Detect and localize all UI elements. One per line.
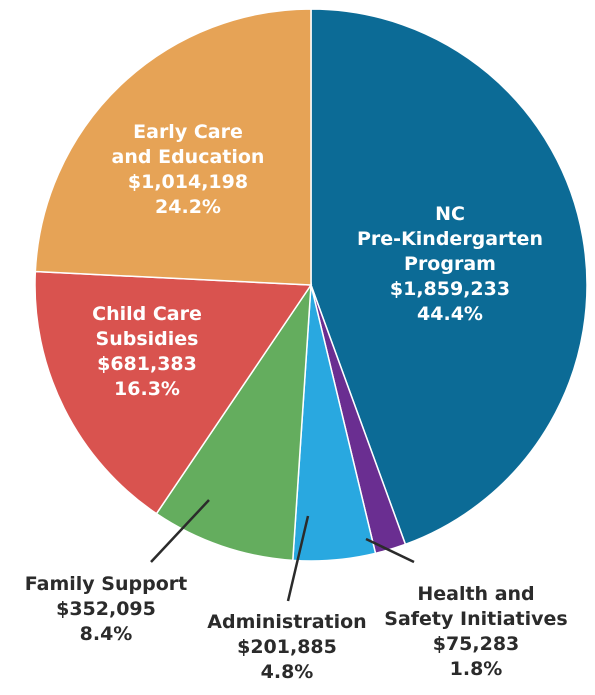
leader-line [365, 537, 415, 564]
pie-slice [310, 8, 588, 546]
pie-slice [34, 8, 312, 286]
slice-label: NC Pre-Kindergarten Program $1,859,233 44.4% [357, 203, 543, 325]
slice-label-text: Administration [207, 611, 366, 633]
leader-line [150, 499, 210, 563]
slice-label-text: Program [404, 253, 496, 275]
leader-line [286, 515, 310, 602]
slice-amount: $201,885 [237, 636, 337, 658]
slice-amount: $681,383 [97, 353, 197, 375]
slice-label: Administration $201,885 4.8% [207, 611, 366, 683]
slice-label-text: Health and [417, 583, 534, 605]
slice-label-text: Pre-Kindergarten [357, 228, 543, 250]
slice-percent: 44.4% [417, 303, 483, 325]
slice-percent: 4.8% [261, 661, 314, 683]
slice-percent: 1.8% [450, 658, 503, 680]
slice-label-text: Child Care [92, 303, 202, 325]
slice-amount: $352,095 [56, 598, 156, 620]
slice-label-text: Subsidies [96, 328, 199, 350]
slice-amount: $75,283 [433, 633, 520, 655]
slice-percent: 8.4% [80, 623, 133, 645]
slice-label: Family Support $352,095 8.4% [25, 573, 187, 645]
slice-label: Health and Safety Initiatives $75,283 1.8% [384, 583, 567, 680]
slice-percent: 24.2% [155, 196, 221, 218]
pie-slice [155, 282, 312, 562]
slice-label: Early Care and Education $1,014,198 24.2% [112, 121, 265, 218]
slice-label-text: NC [435, 203, 465, 225]
slice-label-text: Safety Initiatives [384, 608, 567, 630]
slice-label: Child Care Subsidies $681,383 16.3% [92, 303, 202, 400]
slice-percent: 16.3% [114, 378, 180, 400]
slice-amount: $1,859,233 [390, 278, 510, 300]
slice-label-text: Family Support [25, 573, 187, 595]
slice-label-text: and Education [112, 146, 265, 168]
slice-label-text: Early Care [133, 121, 243, 143]
slice-amount: $1,014,198 [128, 171, 248, 193]
pie-slice [34, 270, 313, 515]
